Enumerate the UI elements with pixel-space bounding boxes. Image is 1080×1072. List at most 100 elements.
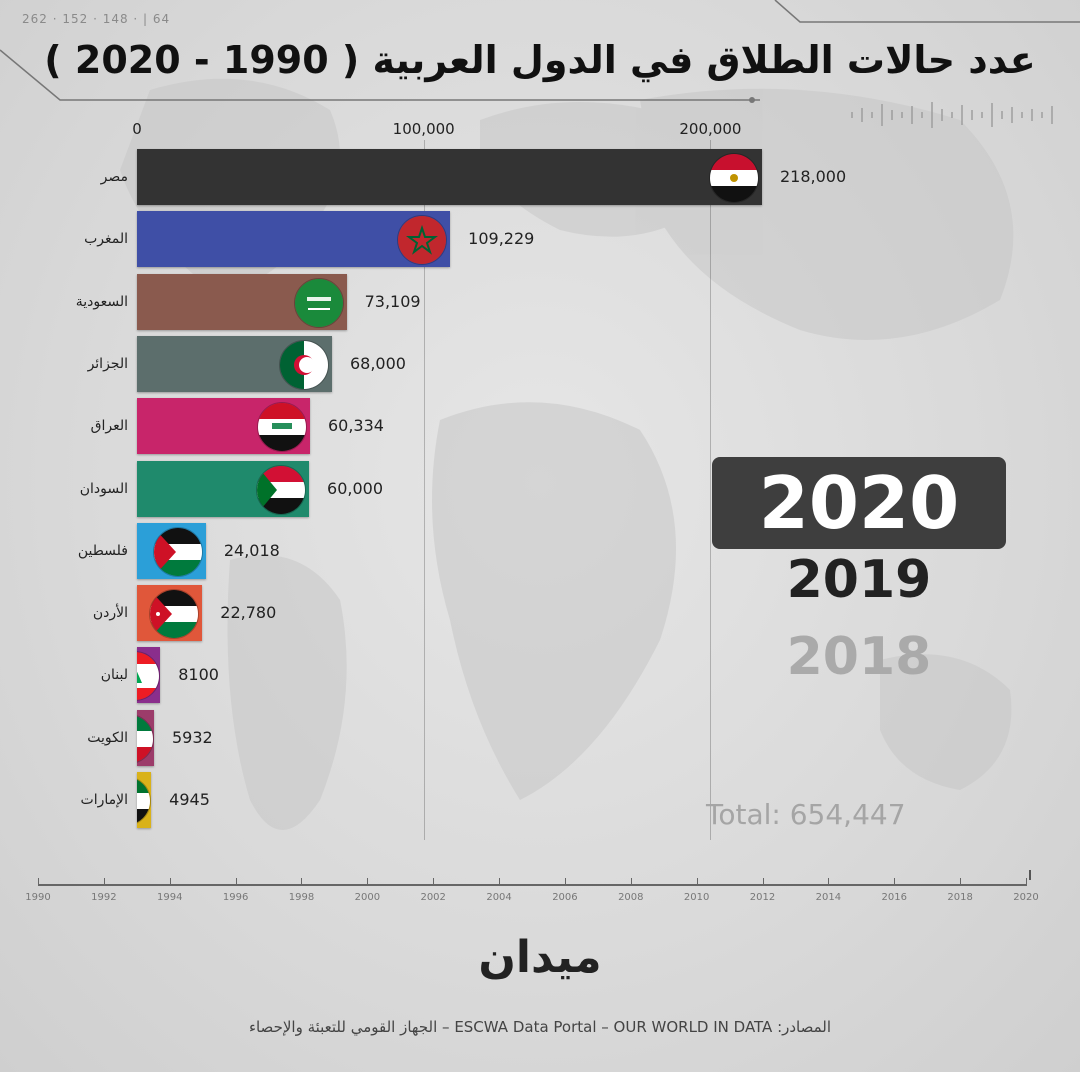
bar-row: فلسطين 24,018 [0, 522, 1080, 583]
timeline-year-label: 1998 [288, 892, 315, 903]
bar [137, 149, 762, 205]
category-label: العراق [90, 418, 128, 435]
total-label: Total: 654,447 [706, 798, 906, 831]
bar [137, 335, 332, 392]
timeline-tick [960, 878, 962, 886]
uae-flag-icon [137, 776, 152, 826]
timeline-year-label: 2018 [947, 892, 973, 903]
value-label: 60,334 [327, 416, 384, 436]
previous-year-label: 2019 [786, 550, 932, 610]
timeline-year-label: 2000 [354, 892, 381, 903]
bar-row: الكويت 5932 [0, 709, 1080, 770]
timeline-tick [38, 878, 39, 886]
sudan-flag-icon [256, 464, 307, 515]
saudi-flag-icon [293, 277, 344, 328]
category-label: مصر [100, 169, 128, 185]
timeline-tick [894, 878, 896, 886]
category-label: السعودية [75, 293, 128, 310]
value-label: 73,109 [364, 291, 421, 311]
bar [137, 460, 310, 517]
bar [137, 772, 152, 828]
egypt-flag-icon [709, 153, 759, 203]
timeline-year-label: 2010 [683, 892, 710, 903]
bar-row: العراق 60,334 [0, 398, 1080, 458]
category-label: الكويت [87, 729, 128, 746]
timeline-tick [235, 878, 237, 886]
value-label: 24,018 [223, 540, 280, 560]
algeria-flag-icon [278, 339, 329, 390]
timeline-track [38, 884, 1026, 886]
category-label: الإمارات [80, 792, 128, 808]
value-label: 4945 [169, 790, 210, 809]
iraq-flag-icon [256, 402, 307, 453]
bar-row: لبنان 8100 [0, 647, 1080, 707]
category-label: المغرب [84, 231, 128, 248]
timeline-year-label: 2012 [749, 892, 776, 903]
year-timeline: 1990 1992 1994 1996 1998 2000 2002 2004 2006 2008… [25, 876, 1039, 906]
timeline-tick [103, 878, 105, 886]
lebanon-flag-icon [137, 651, 161, 702]
value-label: 60,000 [327, 478, 383, 498]
older-year-label: 2018 [786, 627, 932, 687]
bar [137, 273, 347, 330]
bar [137, 211, 451, 268]
bar [137, 647, 161, 704]
gridline [710, 140, 712, 840]
timeline-year-label: 2002 [420, 892, 446, 903]
palestine-flag-icon [152, 526, 203, 577]
timeline-year-label: 2004 [486, 892, 512, 903]
timeline-tick [828, 878, 830, 886]
timeline-tick [433, 878, 435, 886]
bar-row: السعودية 73,109 [0, 273, 1080, 334]
x-tick-label: 100,000 [392, 120, 455, 138]
timeline-year-label: 2020 [1013, 892, 1039, 903]
corner-marks: 262 · 152 · 148 · | 64 [22, 12, 171, 26]
value-label: 109,229 [468, 229, 535, 249]
bar-row: الإمارات 4945 [0, 772, 1080, 832]
timeline-tick [762, 878, 764, 886]
timeline-tick [367, 878, 369, 886]
timeline-year-label: 2014 [815, 892, 842, 903]
bar-row: الجزائر 68,000 [0, 335, 1080, 396]
category-label: الجزائر [87, 355, 128, 372]
bar-row: الأردن 22,780 [0, 585, 1080, 645]
bar-row: مصر 218,000 [0, 149, 1080, 209]
value-label: 5932 [172, 727, 213, 747]
timeline-tick [564, 878, 566, 886]
category-label: السودان [79, 480, 128, 497]
timeline-tick [696, 878, 698, 886]
bar [137, 522, 206, 579]
bar [137, 398, 310, 455]
timeline-tick [630, 878, 632, 886]
gridline [423, 140, 425, 840]
value-label: 22,780 [220, 603, 277, 623]
value-label: 68,000 [349, 353, 406, 373]
sound-wave-icon [850, 100, 1060, 134]
category-label: الأردن [92, 605, 128, 622]
x-tick-label: 200,000 [679, 120, 742, 138]
timeline-tick [169, 878, 171, 886]
current-year-badge: 2020 [712, 457, 1006, 549]
jordan-flag-icon [149, 589, 200, 640]
timeline-year-label: 2006 [552, 892, 578, 903]
brand-logo: ميدان [478, 932, 602, 983]
timeline-year-label: 2008 [618, 892, 644, 903]
bar-row: السودان 60,000 [0, 460, 1080, 521]
timeline-tick [499, 878, 501, 886]
bar [137, 709, 154, 766]
sources-note: المصادر: ESCWA Data Portal – OUR WORLD I… [248, 1018, 832, 1036]
bar [137, 585, 203, 642]
timeline-year-label: 1996 [222, 892, 249, 903]
timeline-year-label: 1994 [156, 892, 183, 903]
timeline-tick [1026, 878, 1027, 886]
category-label: فلسطين [77, 542, 128, 559]
category-label: لبنان [100, 667, 128, 684]
timeline-year-label: 2016 [881, 892, 907, 903]
value-label: 8100 [178, 665, 219, 685]
chart-title: عدد حالات الطلاق في الدول العربية ( 1990… [44, 38, 1036, 82]
bar-row: المغرب 109,229 [0, 211, 1080, 271]
value-label: 218,000 [780, 167, 847, 186]
x-tick-label: 0 [132, 120, 142, 138]
kuwait-flag-icon [137, 713, 154, 764]
